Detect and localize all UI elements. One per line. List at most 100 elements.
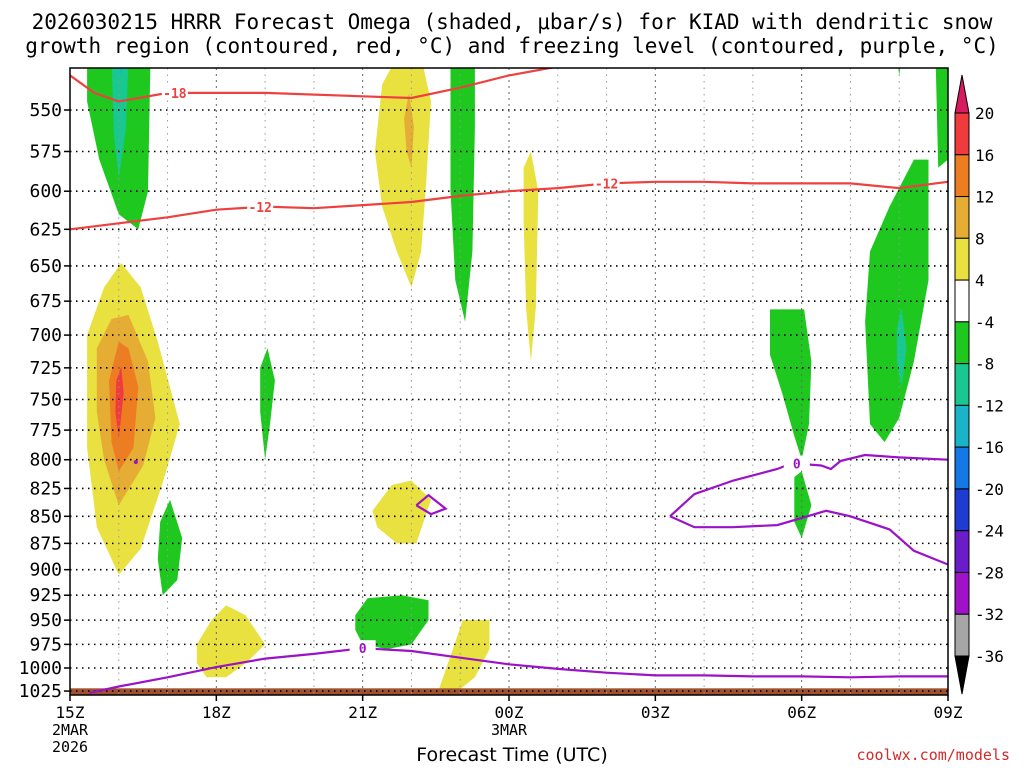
colorbar-box-0 [954,112,970,156]
colorbar-box-5 [954,321,970,365]
colorbar-box-12 [954,613,970,657]
freezing-lower-contour [669,509,948,566]
omega-region-12 [372,480,431,544]
colorbar-label-6: -8 [975,355,994,374]
dgz-bottom-contour [70,180,948,231]
colorbar-box-4 [954,279,970,323]
colorbar-bottom-arrow [954,655,970,695]
y-tick-label-625: 625 [29,219,62,240]
y-tick-label-875: 875 [29,533,62,554]
freezing-label-bg [349,640,376,656]
colorbar-label-10: -24 [975,522,1004,541]
colorbar-box-1 [954,154,970,198]
y-tick-label-950: 950 [29,610,62,631]
x-tick-label-21Z: 21Z [348,703,377,722]
colorbar-label-4: 4 [975,271,985,290]
colorbar-label-3: 8 [975,229,985,248]
colorbar-label-9: -20 [975,480,1004,499]
y-tick-label-600: 600 [29,181,62,202]
omega-region-19 [794,471,812,538]
colorbar-box-2 [954,196,970,239]
y-tick-label-700: 700 [29,325,62,346]
dgz-top-contour [70,68,557,103]
omega-region-3 [116,58,117,60]
y-tick-label-575: 575 [29,141,62,162]
colorbar-label-2: 12 [975,188,994,207]
omega-region-6 [109,341,139,472]
x-tick-label-06Z: 06Z [787,703,816,722]
colorbar-box-8 [954,446,970,490]
freezing-small-loop [415,493,448,516]
omega-region-15 [196,605,266,678]
omega-region-8 [157,499,183,596]
omega-region-7 [115,366,124,439]
freezing-upper-label: 0 [793,458,801,473]
colorbar-label-7: -12 [975,396,1004,415]
x-tick-label-09Z: 09Z [934,703,963,722]
freezing-dot [133,460,138,465]
colorbar-label-11: -28 [975,563,1004,582]
dgz-bottom-label-2-bg [593,175,620,191]
y-tick-label-1025: 1025 [19,681,62,702]
plot-layer: -18 -12 -12 0 0 [70,58,948,695]
colorbar-box-6 [954,363,970,406]
colorbar-label-1: 16 [975,146,994,165]
x-axis-title: Forecast Time (UTC) [416,744,608,766]
colorbar-top-arrow [954,74,970,114]
y-tick-label-550: 550 [29,100,62,121]
dgz-bottom-label-bg [247,198,274,214]
colorbar-label-12: -32 [975,605,1004,624]
omega-region-10 [374,68,431,288]
x-tick-label-15Z: 15Z [56,703,85,722]
colorbar-label-5: -4 [975,313,994,332]
y-tick-label-775: 775 [29,420,62,441]
y-tick-label-650: 650 [29,256,62,277]
omega-region-22 [898,68,901,76]
dgz-top-label-bg [161,84,188,100]
omega-region-9 [260,348,275,460]
x-tick-sub1-00Z: 3MAR [491,721,528,739]
omega-region-23 [935,68,948,168]
colorbar-box-11 [954,571,970,615]
y-tick-label-825: 825 [29,478,62,499]
omega-region-11 [404,92,414,168]
freezing-label: 0 [359,642,367,657]
colorbar-box-7 [954,404,970,448]
omega-region-14 [523,151,539,362]
y-tick-label-750: 750 [29,389,62,410]
y-tick-label-850: 850 [29,506,62,527]
freezing-upper-contour [669,453,948,518]
omega-region-20 [865,159,929,443]
y-tick-label-800: 800 [29,450,62,471]
x-tick-sub2-15Z: 2026 [52,738,88,756]
x-tick-label-00Z: 00Z [495,703,524,722]
y-tick-label-675: 675 [29,291,62,312]
omega-region-16 [355,595,429,650]
y-tick-label-900: 900 [29,560,62,581]
dgz-bottom-label: -12 [248,201,271,216]
y-tick-label-725: 725 [29,358,62,379]
omega-region-1 [111,68,129,179]
colorbar-box-9 [954,488,970,532]
chart-title-line1: 2026030215 HRRR Forecast Omega (shaded, … [31,10,993,34]
colorbar-box-10 [954,530,970,573]
colorbar-label-13: -36 [975,647,1004,666]
x-tick-label-18Z: 18Z [202,703,231,722]
freezing-level-contour [89,647,948,694]
colorbar-label-8: -16 [975,438,1004,457]
dgz-top-label: -18 [163,87,187,102]
dgz-bottom-label-2: -12 [595,177,618,192]
x-tick-label-03Z: 03Z [641,703,670,722]
colorbar-box-3 [954,237,970,281]
omega-region-18 [770,309,812,460]
y-tick-label-975: 975 [29,634,62,655]
x-tick-sub1-15Z: 2MAR [52,721,89,739]
y-tick-label-925: 925 [29,585,62,606]
y-tick-label-1000: 1000 [19,658,62,679]
omega-region-17 [438,620,490,691]
chart-title-line2: growth region (contoured, red, °C) and f… [25,34,999,58]
site-credit: coolwx.com/models [856,746,1010,764]
omega-region-2 [119,68,123,76]
freezing-upper-label-bg [783,455,810,471]
